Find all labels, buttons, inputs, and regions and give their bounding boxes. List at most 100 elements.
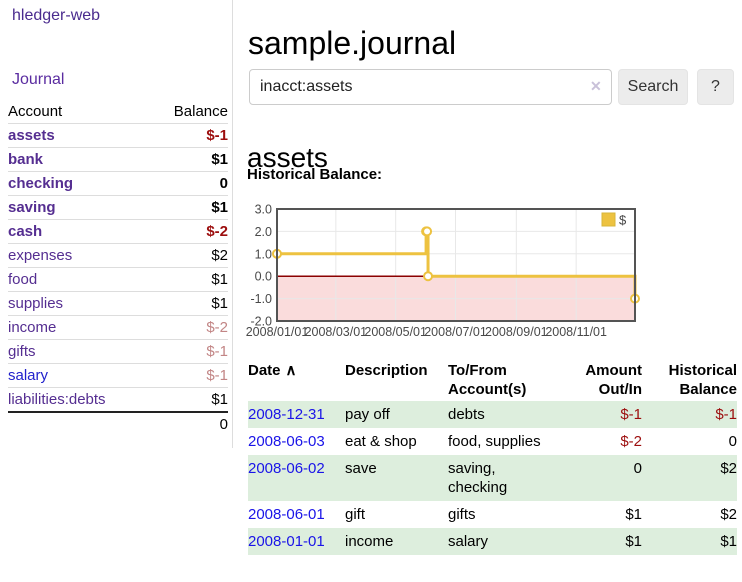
svg-text:2008/09/01: 2008/09/01 — [485, 325, 548, 339]
svg-text:2.0: 2.0 — [255, 225, 272, 239]
account-link-saving[interactable]: saving — [8, 199, 56, 216]
search-input[interactable] — [249, 69, 612, 105]
register-column-header[interactable]: Date ∧ — [248, 362, 297, 379]
sidebar-item-journal[interactable]: Journal — [12, 71, 65, 88]
accounts-table-header: Account Balance — [8, 100, 228, 124]
account-row: gifts $-1 — [8, 339, 228, 364]
account-heading: assets — [247, 142, 328, 174]
transaction-accounts-cell: salary — [448, 533, 489, 550]
svg-text:2008/07/01: 2008/07/01 — [424, 325, 487, 339]
transaction-balance-cell: $1 — [720, 533, 737, 550]
account-balance: $2 — [211, 247, 228, 264]
transaction-description-cell: pay off — [345, 406, 390, 423]
account-row: salary $-1 — [8, 363, 228, 388]
register-table: Date ∧ Description To/From Account(s) Amount… — [248, 359, 737, 555]
account-link-supplies[interactable]: supplies — [8, 295, 64, 312]
app-title-link[interactable]: hledger-web — [12, 7, 101, 24]
search-button[interactable]: Search — [618, 69, 688, 105]
account-row: bank $1 — [8, 147, 228, 172]
account-link-assets[interactable]: assets — [8, 127, 55, 144]
svg-text:-2.0: -2.0 — [250, 315, 272, 329]
account-link-cash[interactable]: cash — [8, 223, 43, 240]
page-title: sample.journal — [248, 25, 457, 62]
transaction-row: 2008-12-31 pay off debts $-1 $-1 — [248, 401, 737, 428]
account-balance: $-2 — [206, 223, 228, 240]
transaction-date-link[interactable]: 2008-06-03 — [248, 433, 325, 450]
sort-ascending-icon: ∧ — [285, 362, 297, 379]
transaction-amount-cell: $1 — [625, 533, 642, 550]
account-balance: $-1 — [206, 127, 228, 144]
account-balance: 0 — [219, 175, 228, 192]
account-row: checking 0 — [8, 171, 228, 196]
account-row: assets $-1 — [8, 123, 228, 148]
account-row: food $1 — [8, 267, 228, 292]
register-table-body: 2008-12-31 pay off debts $-1 $-1 2008-06-03 ea… — [248, 401, 737, 555]
historical-balance-chart: $3.0 2.0 1.0 0.0 -1.0 -2.02008/01/012008/03/0… — [246, 203, 640, 339]
transaction-row: 2008-06-01 gift gifts $1 $2 — [248, 501, 737, 528]
svg-text:$: $ — [619, 213, 627, 228]
svg-text:2008/05/01: 2008/05/01 — [364, 325, 427, 339]
transaction-balance-cell: 0 — [728, 433, 737, 450]
account-balance: $1 — [211, 271, 228, 288]
transaction-description-cell: gift — [345, 506, 366, 523]
transaction-date-cell: 2008-06-02 — [248, 455, 345, 501]
svg-text:0.0: 0.0 — [255, 270, 272, 284]
account-row: liabilities:debts $1 — [8, 387, 228, 413]
transaction-amount-cell: $-2 — [620, 433, 642, 450]
transaction-date-cell: 2008-01-01 — [248, 528, 345, 555]
transaction-amount-cell: $1 — [625, 506, 642, 523]
account-balance: $-1 — [206, 343, 228, 360]
accounts-total-balance: 0 — [219, 416, 228, 433]
balance-column-header: Balance — [173, 103, 228, 120]
transaction-date-link[interactable]: 2008-01-01 — [248, 533, 325, 550]
account-balance: $-1 — [206, 367, 228, 384]
account-column-header: Account — [8, 103, 63, 120]
account-link-bank[interactable]: bank — [8, 151, 44, 168]
account-link-gifts[interactable]: gifts — [8, 343, 36, 360]
transaction-accounts-cell: saving, checking — [448, 460, 508, 496]
sidebar: hledger-web Journal Account Balance asse… — [0, 0, 233, 448]
transaction-row: 2008-06-02 save saving, checking 0 $2 — [248, 455, 737, 501]
transaction-date-cell: 2008-06-03 — [248, 428, 345, 455]
svg-text:2008/03/01: 2008/03/01 — [305, 325, 368, 339]
account-link-expenses[interactable]: expenses — [8, 247, 73, 264]
account-balance: $1 — [211, 391, 228, 408]
account-row: saving $1 — [8, 195, 228, 220]
transaction-date-cell: 2008-12-31 — [248, 401, 345, 428]
transaction-date-link[interactable]: 2008-06-01 — [248, 506, 325, 523]
register-column-header: Description — [345, 362, 428, 379]
clear-search-icon[interactable]: ✕ — [590, 78, 602, 94]
accounts-total-row: 0 — [8, 412, 228, 436]
account-balance: $1 — [211, 151, 228, 168]
transaction-amount-cell: 0 — [633, 460, 642, 477]
register-column-header: To/From Account(s) — [448, 362, 527, 398]
transaction-date-link[interactable]: 2008-12-31 — [248, 406, 325, 423]
account-balance: $1 — [211, 199, 228, 216]
help-button[interactable]: ? — [697, 69, 734, 105]
transaction-balance-cell: $2 — [720, 506, 737, 523]
accounts-table-body: assets $-1 bank $1 checking 0 saving $1 cash $-2 e… — [8, 123, 228, 413]
account-link-food[interactable]: food — [8, 271, 38, 288]
register-column-header: Amount Out/In — [585, 362, 642, 398]
transaction-description-cell: eat & shop — [345, 433, 417, 450]
account-link-checking[interactable]: checking — [8, 175, 74, 192]
account-row: supplies $1 — [8, 291, 228, 316]
account-balance: $-2 — [206, 319, 228, 336]
transaction-balance-cell: $2 — [720, 460, 737, 477]
transaction-description-cell: income — [345, 533, 394, 550]
account-link-liabilities-debts[interactable]: liabilities:debts — [8, 391, 106, 408]
account-row: cash $-2 — [8, 219, 228, 244]
account-row: expenses $2 — [8, 243, 228, 268]
transaction-description-cell: save — [345, 460, 377, 477]
transaction-accounts-cell: debts — [448, 406, 485, 423]
svg-text:2008/01/01: 2008/01/01 — [246, 325, 309, 339]
account-link-income[interactable]: income — [8, 319, 57, 336]
account-balance: $1 — [211, 295, 228, 312]
svg-text:-1.0: -1.0 — [250, 292, 272, 306]
accounts-table: Account Balance assets $-1 bank $1 checking 0… — [8, 100, 228, 436]
transaction-date-link[interactable]: 2008-06-02 — [248, 460, 325, 477]
account-link-salary[interactable]: salary — [8, 367, 49, 384]
transaction-amount-cell: $-1 — [620, 406, 642, 423]
register-header-row: Date ∧ Description To/From Account(s) Amount… — [248, 359, 737, 401]
transaction-row: 2008-06-03 eat & shop food, supplies $-2 0 — [248, 428, 737, 455]
